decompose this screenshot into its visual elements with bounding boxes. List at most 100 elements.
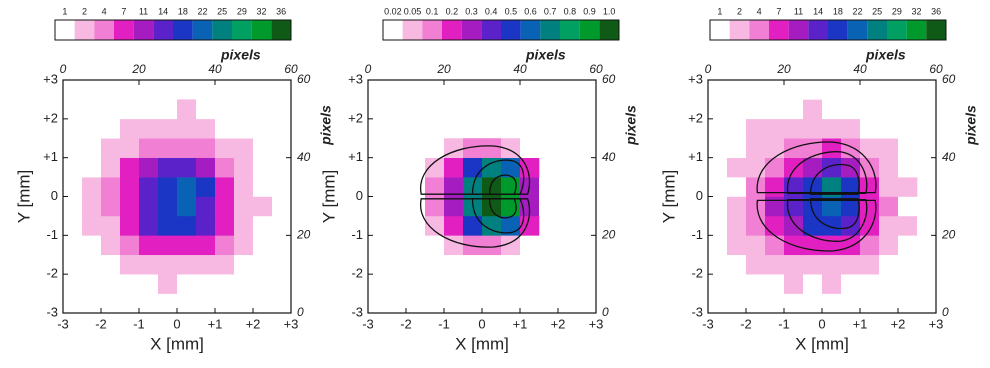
heatmap-cell xyxy=(196,216,215,236)
heatmap-cell xyxy=(177,119,196,139)
heatmap-cell xyxy=(196,235,215,255)
heatmap-cell xyxy=(120,197,139,217)
heatmap-cell xyxy=(765,235,784,255)
heatmap-cell xyxy=(158,216,177,236)
colorbar-cell xyxy=(94,20,114,40)
heatmap-cell xyxy=(82,177,101,197)
colorbar-label: 18 xyxy=(833,6,843,16)
heatmap-cell xyxy=(708,177,727,197)
heatmap-cell xyxy=(63,80,82,100)
x-tick-label: -2 xyxy=(740,316,752,331)
heatmap-plot xyxy=(708,80,936,313)
colorbar-label: 32 xyxy=(256,6,266,16)
heatmap-cell xyxy=(82,294,101,314)
heatmap-cell xyxy=(139,138,158,158)
y-tick-label: -1 xyxy=(46,227,58,242)
colorbar-label: 29 xyxy=(892,6,902,16)
colorbar-cell xyxy=(848,20,868,40)
heatmap-cell xyxy=(803,235,822,255)
heatmap-plot xyxy=(63,80,291,313)
x2-axis-label: pixels xyxy=(525,47,566,63)
heatmap-cell xyxy=(215,197,234,217)
heatmap-cell xyxy=(898,197,917,217)
heatmap-cell xyxy=(879,255,898,275)
colorbar-label: 2 xyxy=(82,6,87,16)
heatmap-cell xyxy=(746,255,765,275)
x2-tick-label: 60 xyxy=(589,62,603,76)
heatmap-cell xyxy=(215,216,234,236)
colorbar-cell xyxy=(232,20,252,40)
colorbar-cell xyxy=(907,20,927,40)
heatmap-cell xyxy=(803,80,822,100)
x-tick-label: 0 xyxy=(818,316,825,331)
heatmap-cell xyxy=(765,177,784,197)
heatmap-cell xyxy=(215,99,234,119)
colorbar-cell xyxy=(710,20,730,40)
y2-tick-label: 60 xyxy=(942,72,956,86)
colorbar-cell xyxy=(114,20,134,40)
heatmap-cell xyxy=(898,177,917,197)
heatmap-cell xyxy=(463,158,482,178)
heatmap-cell xyxy=(822,80,841,100)
heatmap-cell xyxy=(234,177,253,197)
colorbar-label: 25 xyxy=(872,6,882,16)
heatmap-cell xyxy=(765,197,784,217)
heatmap-cell xyxy=(139,119,158,139)
heatmap-cell xyxy=(272,235,291,255)
heatmap-cell xyxy=(708,99,727,119)
x2-tick-label: 60 xyxy=(284,62,298,76)
heatmap-cell xyxy=(784,274,803,294)
heatmap-cell xyxy=(158,80,177,100)
heatmap-cell xyxy=(803,255,822,275)
heatmap-cell xyxy=(746,177,765,197)
x-tick-label: -2 xyxy=(400,316,412,331)
y-tick-label: 0 xyxy=(356,188,363,203)
heatmap-cell xyxy=(120,158,139,178)
colorbar-cell xyxy=(926,20,946,40)
x2-tick-label: 0 xyxy=(365,62,372,76)
y-tick-label: -2 xyxy=(691,266,703,281)
heatmap-cell xyxy=(879,138,898,158)
colorbar-cell xyxy=(749,20,769,40)
heatmap-cell xyxy=(158,177,177,197)
colorbar-cell xyxy=(134,20,154,40)
heatmap-cell xyxy=(822,119,841,139)
heatmap-cell xyxy=(746,274,765,294)
colorbar-label: 0.8 xyxy=(564,6,577,16)
colorbar-cell xyxy=(442,20,462,40)
y-axis-label: Y [mm] xyxy=(319,170,338,224)
heatmap-cell xyxy=(917,255,936,275)
y-tick-label: +3 xyxy=(688,71,703,86)
y-tick-label: +3 xyxy=(348,71,363,86)
heatmap-cell xyxy=(765,274,784,294)
y2-tick-label: 20 xyxy=(941,228,956,242)
heatmap-cell xyxy=(917,119,936,139)
heatmap-cell xyxy=(82,119,101,139)
heatmap-cell xyxy=(727,119,746,139)
heatmap-cell xyxy=(708,158,727,178)
heatmap-cell xyxy=(101,80,120,100)
heatmap-cell xyxy=(708,235,727,255)
colorbar-cell xyxy=(580,20,600,40)
colorbar-cell xyxy=(153,20,173,40)
heatmap-cell xyxy=(727,235,746,255)
heatmap-cell xyxy=(520,235,539,255)
x-tick-label: -1 xyxy=(778,316,790,331)
y2-tick-label: 0 xyxy=(942,305,949,319)
heatmap-cell xyxy=(253,255,272,275)
heatmap-cell xyxy=(898,138,917,158)
heatmap-cell xyxy=(63,216,82,236)
heatmap-cell xyxy=(463,216,482,236)
colorbar-cell xyxy=(173,20,193,40)
heatmap-cell xyxy=(765,216,784,236)
colorbar-cell xyxy=(193,20,213,40)
heatmap-cell xyxy=(803,99,822,119)
heatmap-cell xyxy=(708,197,727,217)
heatmap-cell xyxy=(101,216,120,236)
heatmap-cell xyxy=(727,216,746,236)
y-tick-label: +3 xyxy=(43,71,58,86)
y-tick-label: -3 xyxy=(691,304,703,319)
heatmap-cell xyxy=(539,177,558,197)
heatmap-cell xyxy=(765,255,784,275)
heatmap-cell xyxy=(520,138,539,158)
